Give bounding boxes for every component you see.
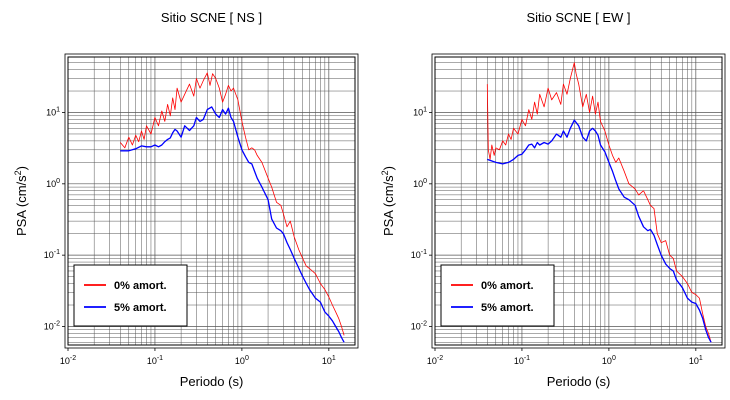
legend-box: [440, 264, 555, 327]
y-axis-label: PSA (cm/s2): [13, 166, 29, 236]
chart-1: Sitio SCNE [ NS ] 10-2 10-1 100 101 10-2 10-1 1…: [13, 10, 359, 389]
chart-2: Sitio SCNE [ EW ] 10-2 10-1 100 101 10-2 10-1 1…: [380, 10, 726, 389]
y-tick-label: 101: [46, 107, 60, 118]
x-tick-label: 101: [689, 355, 703, 366]
x-tick-label: 100: [602, 355, 616, 366]
plot-outer-frame: [64, 53, 359, 349]
y-axis-label: PSA (cm/s2): [380, 166, 396, 236]
x-tick-label: 10-2: [427, 355, 443, 366]
legend-label: 0% amort.: [481, 280, 534, 292]
series-line-blue: [120, 106, 345, 343]
x-tick-label: 10-1: [147, 355, 163, 366]
chart-title: Sitio SCNE [ EW ]: [526, 10, 630, 25]
series-line-blue: [487, 119, 712, 343]
legend: 0% amort. 5% amort.: [440, 264, 555, 327]
y-tick-label: 100: [413, 178, 427, 189]
series-line-red: [486, 62, 712, 343]
plot-outer-frame: [431, 53, 726, 349]
plot-frame: [434, 56, 723, 346]
x-axis-label: Periodo (s): [180, 374, 244, 389]
legend-box: [73, 264, 188, 327]
y-tick-label: 10-2: [44, 320, 60, 331]
y-tick-label: 10-2: [411, 320, 427, 331]
y-tick-label: 100: [46, 178, 60, 189]
legend-label: 0% amort.: [114, 280, 167, 292]
legend-label: 5% amort.: [114, 302, 167, 314]
legend: 0% amort. 5% amort.: [73, 264, 188, 327]
plot-frame: [67, 56, 356, 346]
x-tick-label: 101: [322, 355, 336, 366]
y-tick-label: 10-1: [44, 249, 60, 260]
x-tick-label: 10-1: [514, 355, 530, 366]
x-tick-label: 10-2: [60, 355, 76, 366]
x-axis-label: Periodo (s): [547, 374, 611, 389]
y-tick-label: 101: [413, 107, 427, 118]
legend-label: 5% amort.: [481, 302, 534, 314]
x-tick-label: 100: [235, 355, 249, 366]
series-line-red: [119, 72, 345, 336]
y-tick-label: 10-1: [411, 249, 427, 260]
chart-title: Sitio SCNE [ NS ]: [161, 10, 262, 25]
